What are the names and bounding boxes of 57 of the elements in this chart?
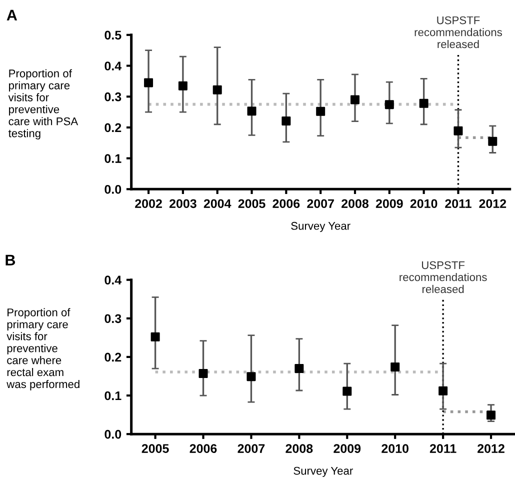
y-axis-title: Proportion of primary care visits for preventive care with PSA testing [8, 69, 78, 140]
y-tick-label: 0.4 [104, 62, 122, 70]
point [350, 95, 360, 104]
y-tick-label: 0.0 [104, 184, 122, 194]
y-axis-title: Proportion of primary care visits for preventive care where rectal exam was performed [6, 308, 80, 390]
x-axis-title: Survey Year [294, 466, 353, 477]
ref-line-label: USPSTF recommendations released [400, 261, 487, 294]
point [144, 78, 154, 88]
x-tick-label: 2004 [204, 199, 232, 208]
point [247, 106, 256, 116]
y-tick-label: 0.2 [104, 352, 122, 362]
point [150, 332, 160, 342]
x-tick-label: 2003 [169, 199, 196, 208]
x-tick-label: 2009 [334, 444, 361, 453]
point [486, 410, 496, 420]
x-tick-label: 2012 [478, 444, 504, 453]
x-tick-label: 2005 [142, 444, 169, 453]
x-tick-label: 2010 [382, 444, 408, 453]
y-tick-label: 0.4 [104, 276, 122, 284]
point [342, 386, 352, 396]
x-tick-label: 2007 [307, 199, 334, 208]
point [390, 362, 400, 372]
x-tick-label: 2006 [190, 444, 217, 453]
point [294, 364, 304, 374]
point [438, 386, 448, 396]
point [246, 372, 256, 382]
y-tick-label: 0.3 [104, 314, 122, 324]
x-tick-label: 2008 [286, 444, 313, 453]
point [282, 116, 291, 126]
point [419, 98, 428, 108]
x-tick-label: 2011 [445, 199, 472, 208]
y-tick-label: 0.0 [104, 430, 122, 439]
x-tick-label: 2009 [376, 199, 403, 208]
point [212, 85, 222, 94]
x-axis-title: Survey Year [291, 222, 350, 232]
x-tick-label: 2006 [272, 199, 300, 208]
y-tick-label: 0.1 [104, 154, 122, 163]
y-tick-label: 0.5 [104, 30, 122, 40]
y-tick-label: 0.1 [104, 391, 122, 400]
x-tick-label: 2002 [135, 199, 162, 208]
chart-title: B [6, 254, 16, 266]
chart-title: A [6, 10, 18, 20]
x-tick-label: 2012 [479, 199, 506, 208]
x-tick-label: 2011 [430, 444, 456, 453]
x-tick-label: 2007 [238, 444, 265, 453]
y-tick-label: 0.3 [104, 92, 122, 102]
point [178, 81, 188, 90]
point [454, 126, 463, 136]
point [198, 369, 208, 378]
point [384, 100, 394, 110]
y-tick-label: 0.2 [104, 123, 122, 132]
ref-line-label: USPSTF recommendations released [414, 16, 502, 48]
x-tick-label: 2005 [238, 199, 266, 208]
x-tick-label: 2010 [410, 199, 438, 208]
x-tick-label: 2008 [342, 199, 369, 208]
point [488, 136, 498, 146]
point [316, 106, 326, 116]
